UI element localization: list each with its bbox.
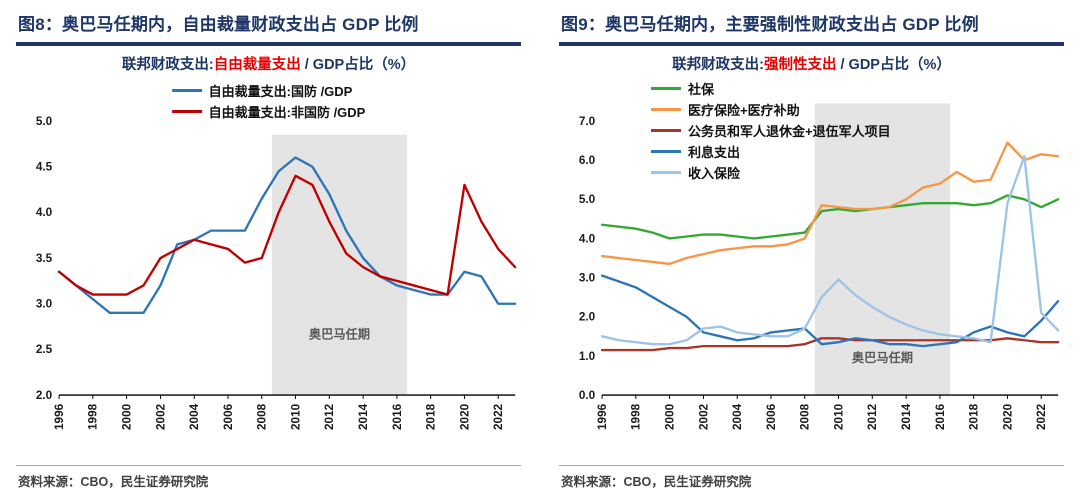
legend-swatch: [651, 87, 681, 90]
legend-label: 自由裁量支出:国防 /GDP: [208, 84, 353, 99]
figure-8-chart-area: 自由裁量支出:国防 /GDP 自由裁量支出:非国防 /GDP 奥巴马任期 2.0 2.…: [16, 76, 521, 460]
x-tick-label: 1996: [596, 403, 609, 430]
y-tick-label: 6.0: [579, 154, 596, 167]
legend-item: 自由裁量支出:非国防 /GDP: [171, 101, 366, 122]
x-tick-label: 2014: [900, 403, 913, 430]
series-line: [600, 194, 1060, 240]
series-line: [600, 141, 1060, 266]
figure-8-subtitle: 联邦财政支出:自由裁量支出 / GDP占比（%）: [16, 53, 521, 74]
obama-term-label: 奥巴马任期: [851, 350, 913, 365]
legend-swatch: [651, 129, 681, 132]
x-tick-label: 2004: [188, 403, 201, 430]
x-tick-label: 2006: [222, 403, 235, 430]
y-tick-label: 1.0: [579, 350, 596, 363]
y-tick-label: 0.0: [579, 389, 596, 402]
x-tick-label: 1998: [630, 403, 643, 430]
legend-swatch: [651, 150, 681, 153]
legend-swatch: [651, 171, 681, 174]
y-tick-label: 2.0: [36, 389, 53, 402]
figure-9-source: 资料来源：CBO，民生证券研究院: [561, 475, 752, 489]
figure-9-chart-area: 社保医疗保险+医疗补助公务员和军人退休金+退伍军人项目 利息支出收入保险 奥巴马任…: [559, 76, 1064, 460]
x-tick-label: 1996: [53, 403, 66, 430]
legend-item: 利息支出: [651, 141, 740, 162]
x-tick-label: 2018: [425, 403, 438, 430]
x-tick-label: 2020: [458, 403, 471, 430]
x-tick-label: 2004: [731, 403, 744, 430]
obama-term-label: 奥巴马任期: [308, 326, 370, 341]
legend-swatch: [651, 108, 681, 111]
subtitle-highlight: 强制性支出: [763, 57, 837, 73]
x-tick-label: 2000: [121, 403, 134, 430]
y-tick-label: 5.0: [36, 115, 53, 128]
x-tick-label: 2010: [289, 403, 302, 430]
figure-8-legend: 自由裁量支出:国防 /GDP 自由裁量支出:非国防 /GDP: [171, 80, 366, 122]
x-tick-label: 2018: [968, 403, 981, 430]
legend-label: 收入保险: [688, 166, 741, 181]
legend-item: 公务员和军人退休金+退伍军人项目: [651, 120, 891, 141]
y-tick-label: 3.0: [36, 298, 53, 311]
x-tick-label: 2008: [799, 403, 812, 430]
legend-item: 收入保险: [651, 162, 740, 183]
x-tick-label: 2006: [765, 403, 778, 430]
legend-item: 社保: [651, 78, 714, 99]
x-tick-label: 2012: [323, 403, 336, 430]
legend-label: 社保: [688, 82, 715, 97]
legend-label: 公务员和军人退休金+退伍军人项目: [688, 124, 891, 139]
obama-term-band: [271, 134, 408, 396]
figure-9-legend: 社保医疗保险+医疗补助公务员和军人退休金+退伍军人项目 利息支出收入保险: [651, 78, 891, 183]
x-tick-label: 2002: [154, 403, 167, 430]
figure-8-title: 图8：奥巴马任期内，自由裁量财政支出占 GDP 比例: [18, 15, 419, 34]
y-tick-label: 4.0: [36, 206, 53, 219]
series-line: [57, 174, 517, 296]
figure-9-source-row: 资料来源：CBO，民生证券研究院: [559, 465, 1064, 493]
series-line: [57, 156, 517, 315]
series-line: [600, 155, 1060, 346]
legend-label: 自由裁量支出:非国防 /GDP: [208, 105, 366, 120]
x-tick-label: 1998: [87, 403, 100, 430]
figure-8-panel: 图8：奥巴马任期内，自由裁量财政支出占 GDP 比例 联邦财政支出:自由裁量支出…: [8, 4, 529, 497]
figure-8-source: 资料来源：CBO，民生证券研究院: [18, 475, 209, 489]
x-tick-label: 2000: [664, 403, 677, 430]
y-tick-label: 4.5: [36, 161, 53, 174]
y-tick-label: 5.0: [579, 193, 596, 206]
subtitle-suffix: / GDP占比（%）: [836, 57, 951, 73]
x-tick-label: 2008: [256, 403, 269, 430]
x-tick-label: 2010: [832, 403, 845, 430]
y-tick-label: 3.5: [36, 252, 53, 265]
figure-9-panel: 图9：奥巴马任期内，主要强制性财政支出占 GDP 比例 联邦财政支出:强制性支出…: [551, 4, 1072, 497]
x-tick-label: 2020: [1001, 403, 1014, 430]
y-tick-label: 2.0: [579, 311, 596, 324]
x-tick-label: 2016: [391, 403, 404, 430]
legend-label: 医疗保险+医疗补助: [688, 103, 800, 118]
series-line: [600, 274, 1060, 348]
subtitle-suffix: / GDP占比（%）: [300, 57, 416, 73]
x-tick-label: 2014: [357, 403, 370, 430]
x-tick-label: 2022: [1035, 403, 1048, 430]
x-tick-label: 2012: [866, 403, 879, 430]
figure-9-title-bar: 图9：奥巴马任期内，主要强制性财政支出占 GDP 比例: [559, 8, 1064, 46]
subtitle-prefix: 联邦财政支出:: [121, 57, 214, 73]
subtitle-highlight: 自由裁量支出: [213, 57, 301, 73]
x-tick-label: 2022: [492, 403, 505, 430]
figure-9-chart-svg: 奥巴马任期 0.0 1.0 2.0 3.0 4.0 5.0 6.0 7.0 1996 1998 200…: [579, 103, 1060, 430]
legend-swatch: [171, 89, 202, 92]
subtitle-prefix: 联邦财政支出:: [672, 57, 764, 73]
figure-9-title: 图9：奥巴马任期内，主要强制性财政支出占 GDP 比例: [561, 15, 979, 34]
figure-8-title-bar: 图8：奥巴马任期内，自由裁量财政支出占 GDP 比例: [16, 8, 521, 46]
legend-item: 自由裁量支出:国防 /GDP: [171, 80, 353, 101]
figure-8-chart-svg: 奥巴马任期 2.0 2.5 3.0 3.5 4.0 4.5 5.0 1996 1998 2000 20…: [36, 115, 517, 430]
legend-swatch: [171, 110, 202, 113]
figure-9-subtitle: 联邦财政支出:强制性支出 / GDP占比（%）: [559, 53, 1064, 74]
y-tick-label: 3.0: [579, 272, 596, 285]
legend-item: 医疗保险+医疗补助: [651, 99, 800, 120]
x-tick-label: 2002: [697, 403, 710, 430]
figure-8-source-row: 资料来源：CBO，民生证券研究院: [16, 465, 521, 493]
legend-label: 利息支出: [688, 145, 741, 160]
y-tick-label: 7.0: [579, 115, 596, 128]
x-tick-label: 2016: [934, 403, 947, 430]
y-tick-label: 4.0: [579, 232, 596, 245]
y-tick-label: 2.5: [36, 343, 53, 356]
